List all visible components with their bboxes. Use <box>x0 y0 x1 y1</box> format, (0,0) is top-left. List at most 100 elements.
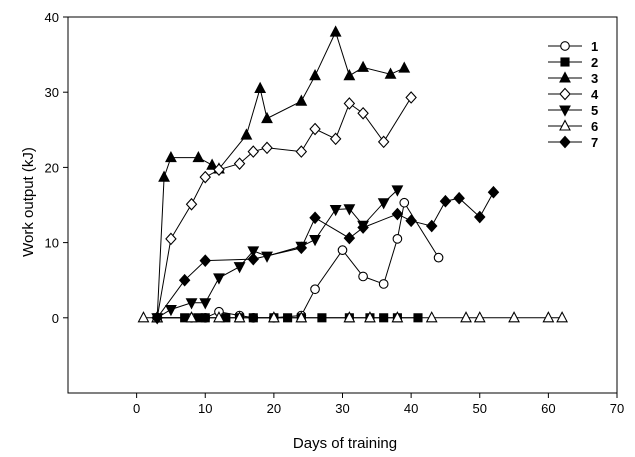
data-point <box>391 311 404 323</box>
x-tick-label: 10 <box>198 401 212 416</box>
data-point <box>460 311 472 323</box>
data-point <box>343 311 356 323</box>
x-tick-label: 70 <box>610 401 624 416</box>
y-axis-title: Work output (kJ) <box>20 147 37 257</box>
data-point <box>337 245 348 255</box>
data-point <box>213 163 225 176</box>
axes: 0 10 20 30 40 50 60 70 0 10 20 30 40 <box>45 10 625 416</box>
legend-label: 7 <box>591 135 598 150</box>
data-point <box>233 157 246 170</box>
data-point <box>165 304 177 317</box>
data-point <box>254 81 267 93</box>
legend-marker <box>559 71 571 83</box>
legend-label: 2 <box>591 55 598 70</box>
data-point <box>391 207 404 221</box>
data-point <box>199 254 211 267</box>
data-point <box>192 150 205 163</box>
data-point <box>377 198 390 210</box>
data-point <box>433 252 444 263</box>
legend-marker <box>560 41 570 51</box>
data-point <box>295 311 308 323</box>
data-point <box>165 150 177 163</box>
data-point <box>378 279 389 289</box>
data-point <box>233 311 246 323</box>
data-point <box>329 25 342 37</box>
legend-item: 3 <box>548 71 598 86</box>
data-point <box>439 194 452 208</box>
data-point <box>357 106 369 120</box>
legend-marker <box>559 135 571 149</box>
data-point <box>329 132 342 146</box>
series-3 <box>151 25 411 323</box>
data-point <box>425 311 438 323</box>
data-point <box>247 145 260 158</box>
data-point <box>158 170 170 182</box>
data-point <box>185 197 198 211</box>
data-point <box>165 232 177 246</box>
legend-marker <box>560 57 570 67</box>
data-point <box>213 311 225 323</box>
y-tick-label: 10 <box>45 236 59 251</box>
data-point <box>329 204 342 217</box>
legend-label: 3 <box>591 71 598 86</box>
x-tick-label: 30 <box>335 401 349 416</box>
data-point <box>247 246 260 258</box>
data-point <box>206 158 219 170</box>
data-point <box>357 221 369 234</box>
data-point <box>343 231 356 245</box>
data-point <box>474 210 486 224</box>
legend-label: 5 <box>591 103 598 118</box>
data-point <box>295 241 308 255</box>
x-axis-title: Days of training <box>293 435 397 452</box>
series-line <box>156 97 412 318</box>
legend-marker <box>559 119 571 131</box>
data-point <box>199 170 211 184</box>
x-tick-label: 50 <box>473 401 487 416</box>
data-point <box>399 197 410 208</box>
series-6 <box>137 311 569 323</box>
data-point <box>425 219 438 233</box>
y-tick-label: 0 <box>52 311 59 326</box>
y-tick-label: 30 <box>45 85 59 100</box>
y-tick-label: 20 <box>45 160 59 175</box>
data-point <box>391 185 404 197</box>
data-point <box>310 284 320 295</box>
data-point <box>343 68 356 81</box>
data-point <box>199 298 212 310</box>
data-point <box>233 262 246 274</box>
data-point <box>295 145 308 158</box>
data-point <box>309 211 321 225</box>
data-point <box>261 111 273 124</box>
data-point <box>405 214 417 228</box>
legend-item: 2 <box>548 55 598 70</box>
data-point <box>392 233 403 244</box>
data-point <box>343 204 356 216</box>
data-point <box>295 94 308 106</box>
data-point <box>542 311 555 323</box>
data-point <box>377 135 390 149</box>
data-point <box>137 311 150 323</box>
data-point <box>267 311 280 323</box>
legend-label: 6 <box>591 119 598 134</box>
legend-item: 5 <box>548 103 598 118</box>
data-point <box>309 68 321 81</box>
data-point <box>240 128 253 140</box>
legend-item: 7 <box>548 135 598 150</box>
data-point <box>508 311 520 323</box>
data-point <box>309 122 321 136</box>
series-7 <box>151 185 500 325</box>
data-point <box>261 141 273 155</box>
legend-item: 1 <box>548 39 598 54</box>
data-point <box>185 311 198 323</box>
x-tick-label: 20 <box>267 401 281 416</box>
y-tick-label: 40 <box>45 10 59 25</box>
x-tick-label: 0 <box>133 401 140 416</box>
data-point <box>453 191 465 205</box>
data-point <box>343 97 356 110</box>
legend-label: 1 <box>591 39 598 54</box>
data-point <box>556 311 569 323</box>
legend-marker <box>559 105 571 117</box>
legend-label: 4 <box>591 87 599 102</box>
